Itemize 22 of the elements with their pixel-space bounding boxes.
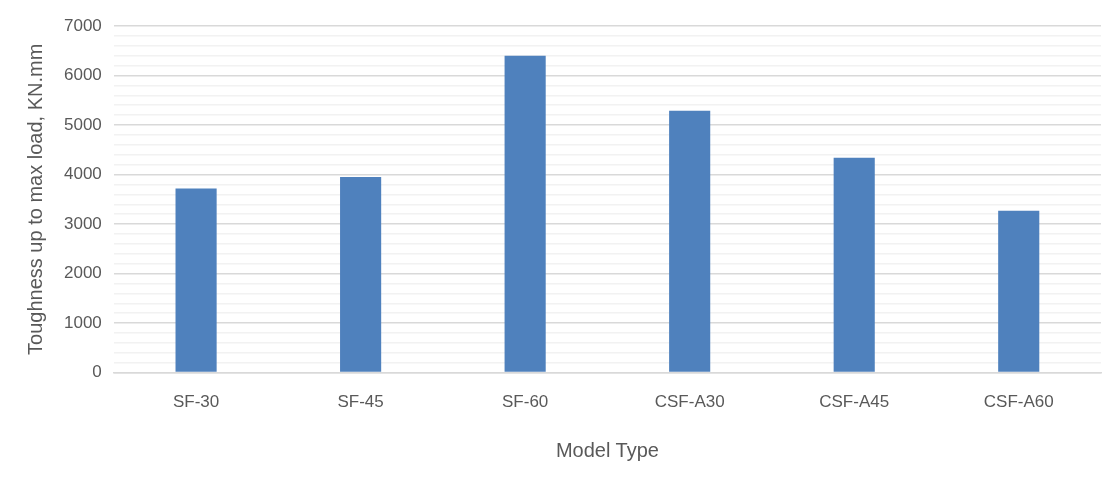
y-axis-title: Toughness up to max load, KN.mm (23, 43, 46, 355)
bar (669, 110, 711, 372)
bar (340, 177, 382, 372)
x-tick-label: SF-30 (172, 392, 220, 412)
bar (175, 188, 217, 372)
bar (833, 157, 875, 372)
y-tick-label: 0 (92, 362, 102, 382)
x-tick-label: SF-45 (337, 392, 384, 412)
y-tick-label: 3000 (63, 213, 102, 233)
y-tick-label: 6000 (63, 65, 102, 85)
x-tick-label: CSF-A45 (819, 392, 890, 412)
x-tick-label: CSF-A60 (983, 392, 1054, 412)
bar (504, 55, 546, 372)
y-tick-label: 1000 (63, 312, 102, 332)
x-axis-title: Model Type (555, 438, 659, 461)
y-tick-label: 7000 (63, 15, 102, 35)
x-tick-label: CSF-A30 (654, 392, 725, 412)
bar (998, 210, 1040, 372)
y-tick-label: 2000 (63, 263, 102, 283)
y-tick-label: 5000 (63, 114, 102, 134)
x-tick-label: SF-60 (502, 392, 549, 412)
y-tick-label: 4000 (63, 164, 102, 184)
